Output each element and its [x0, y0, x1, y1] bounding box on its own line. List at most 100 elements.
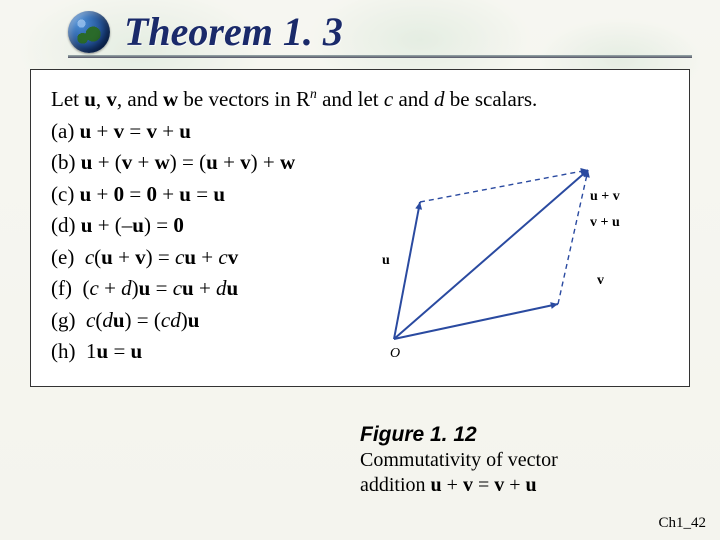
b: u [179, 119, 191, 143]
b: u [80, 182, 92, 206]
label: (a) [51, 119, 74, 143]
t: , [96, 87, 107, 111]
t: ) = ( [170, 150, 206, 174]
b: u [139, 276, 151, 300]
b: u [97, 339, 109, 363]
b: u [101, 245, 113, 269]
t: and let [317, 87, 384, 111]
b: v [146, 119, 157, 143]
t: 1 [86, 339, 97, 363]
b: u [81, 213, 93, 237]
slide-number: Ch1_42 [658, 515, 706, 532]
t: + (– [92, 213, 132, 237]
svg-text:O: O [390, 346, 400, 359]
t: + [504, 474, 525, 496]
globe-icon [68, 11, 110, 53]
b: v [494, 474, 504, 496]
b: u [179, 182, 191, 206]
b: u [526, 474, 537, 496]
label: (g) [51, 308, 76, 332]
title-row: Theorem 1. 3 [68, 8, 692, 55]
i: d [216, 276, 227, 300]
label: (c) [51, 182, 74, 206]
b: w [155, 150, 170, 174]
sup-n: n [310, 86, 317, 101]
b: v [135, 245, 146, 269]
t: ) = [144, 213, 173, 237]
label: (e) [51, 245, 74, 269]
t: + [196, 245, 218, 269]
b: u [182, 276, 194, 300]
intro-text: Let [51, 87, 84, 111]
label: (b) [51, 150, 76, 174]
t: = [473, 474, 494, 496]
t: ) [132, 276, 139, 300]
parallelogram-svg: Ouvu + vv + u [372, 134, 677, 359]
b: u [132, 213, 144, 237]
b: 0 [173, 213, 184, 237]
i: c [161, 308, 170, 332]
svg-text:u: u [382, 253, 390, 268]
t: + [157, 182, 179, 206]
i: d [121, 276, 132, 300]
caption-title: Figure 1. 12 [360, 423, 477, 446]
b: 0 [146, 182, 157, 206]
b: u [206, 150, 218, 174]
i: c [218, 245, 227, 269]
scalar-c: c [384, 87, 393, 111]
t: + ( [92, 150, 121, 174]
b: u [188, 308, 200, 332]
figure-caption: Figure 1. 12 Commutativity of vector add… [360, 422, 680, 498]
b: v [114, 119, 125, 143]
label: (h) [51, 339, 76, 363]
b: v [122, 150, 133, 174]
t: , and [117, 87, 163, 111]
caption-line2: Commutativity of vector [360, 449, 558, 471]
i: d [102, 308, 113, 332]
t: + [218, 150, 240, 174]
i: c [86, 308, 95, 332]
t: = [150, 276, 172, 300]
t: be scalars. [445, 87, 538, 111]
t: + [157, 119, 179, 143]
slide-title: Theorem 1. 3 [124, 8, 343, 55]
b: u [184, 245, 196, 269]
b: w [280, 150, 295, 174]
t: + [132, 150, 154, 174]
i: c [85, 245, 94, 269]
vec-v: v [106, 87, 117, 111]
b: v [463, 474, 473, 496]
t: = [124, 119, 146, 143]
b: v [240, 150, 251, 174]
t: + [194, 276, 216, 300]
intro-line: Let u, v, and w be vectors in Rn and let… [51, 84, 669, 116]
svg-text:v + u: v + u [590, 215, 620, 230]
t: + [442, 474, 463, 496]
t: and [393, 87, 434, 111]
t: ) [181, 308, 188, 332]
b: u [81, 150, 93, 174]
theorem-box: Let u, v, and w be vectors in Rn and let… [30, 69, 690, 387]
t: ) = ( [125, 308, 161, 332]
t: + [91, 182, 113, 206]
i: c [89, 276, 98, 300]
title-underline [68, 55, 692, 58]
i: c [175, 245, 184, 269]
t: = [108, 339, 130, 363]
label: (f) [51, 276, 72, 300]
t: = [124, 182, 146, 206]
t: ) = [146, 245, 175, 269]
b: u [431, 474, 442, 496]
vec-u: u [84, 87, 96, 111]
t: ) + [251, 150, 280, 174]
t: be vectors in R [178, 87, 310, 111]
scalar-d: d [434, 87, 445, 111]
b: u [80, 119, 92, 143]
b: 0 [114, 182, 125, 206]
vec-w: w [163, 87, 178, 111]
t: + [113, 245, 135, 269]
i: d [170, 308, 181, 332]
t: + [91, 119, 113, 143]
b: v [228, 245, 239, 269]
t: = [191, 182, 213, 206]
